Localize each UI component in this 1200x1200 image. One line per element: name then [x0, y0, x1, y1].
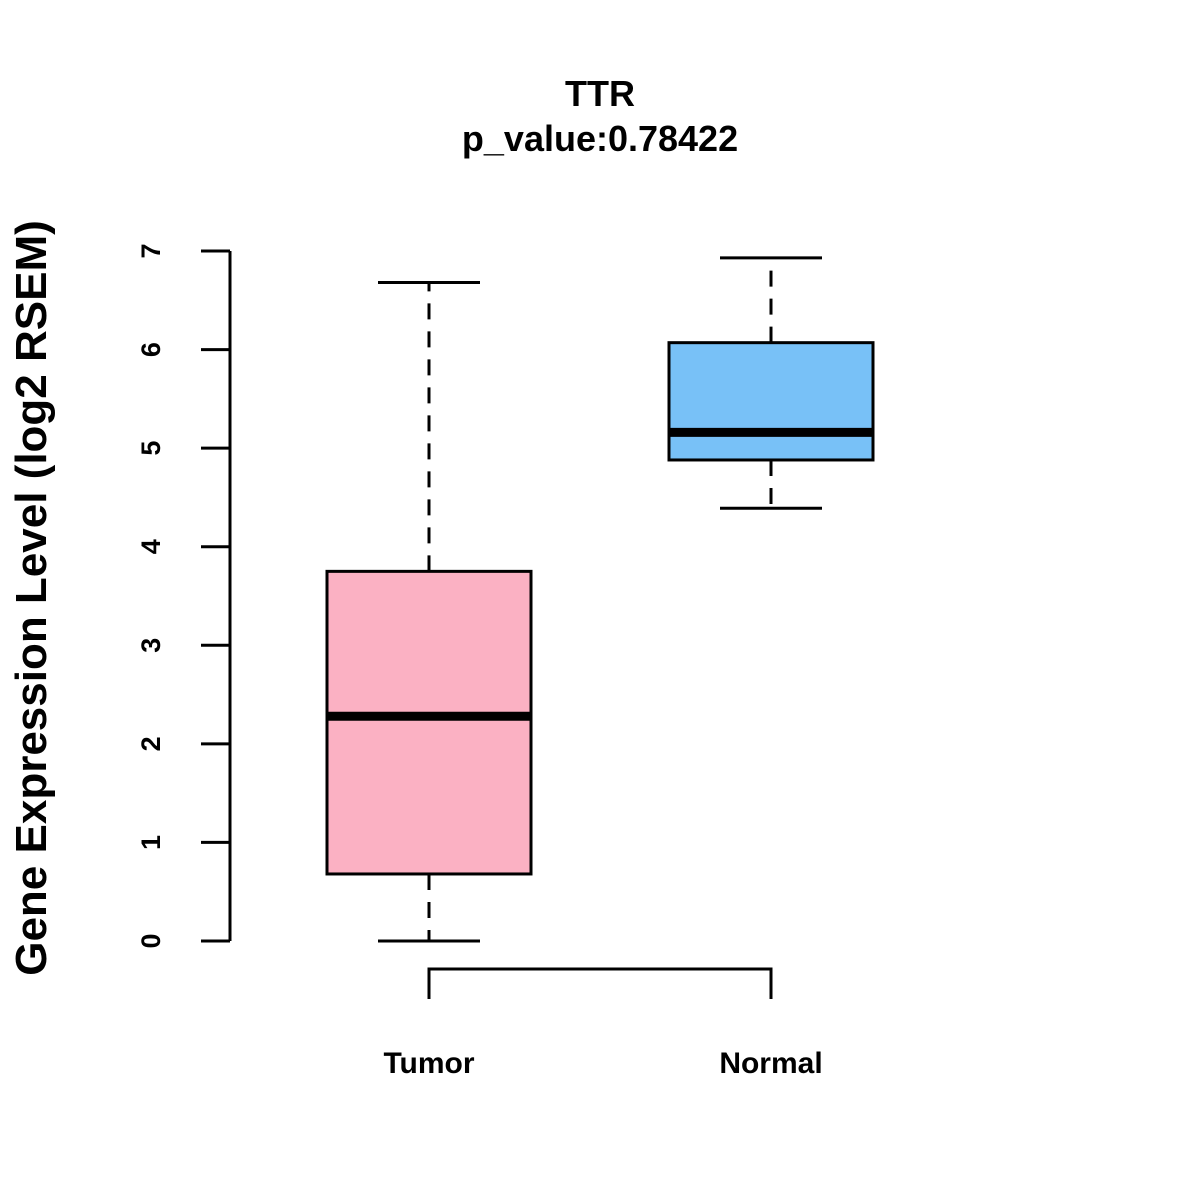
y-tick-label: 6 [136, 342, 166, 357]
box-iqr [325, 569, 533, 876]
chart-title: TTR [565, 73, 635, 114]
y-tick-label: 4 [136, 539, 166, 554]
category-label-normal: Normal [719, 1047, 822, 1080]
box-iqr [667, 341, 875, 462]
y-tick-label: 5 [136, 441, 166, 456]
y-tick-label: 2 [136, 736, 166, 751]
box-normal [667, 256, 875, 510]
bracket-line [427, 967, 773, 999]
y-tick-label: 3 [136, 638, 166, 653]
boxes [325, 256, 875, 943]
y-tick-label: 1 [136, 835, 166, 850]
comparison-bracket [427, 967, 773, 999]
y-axis-label: Gene Expression Level (log2 RSEM) [7, 220, 56, 976]
chart-subtitle: p_value:0.78422 [462, 118, 738, 159]
y-axis: 0 1 2 3 4 5 6 7 [136, 243, 232, 949]
y-tick-label: 7 [136, 243, 166, 258]
category-labels: Tumor Normal [383, 1047, 822, 1080]
category-label-tumor: Tumor [383, 1047, 474, 1080]
y-tick-label: 0 [136, 933, 166, 948]
box-tumor [325, 281, 533, 943]
